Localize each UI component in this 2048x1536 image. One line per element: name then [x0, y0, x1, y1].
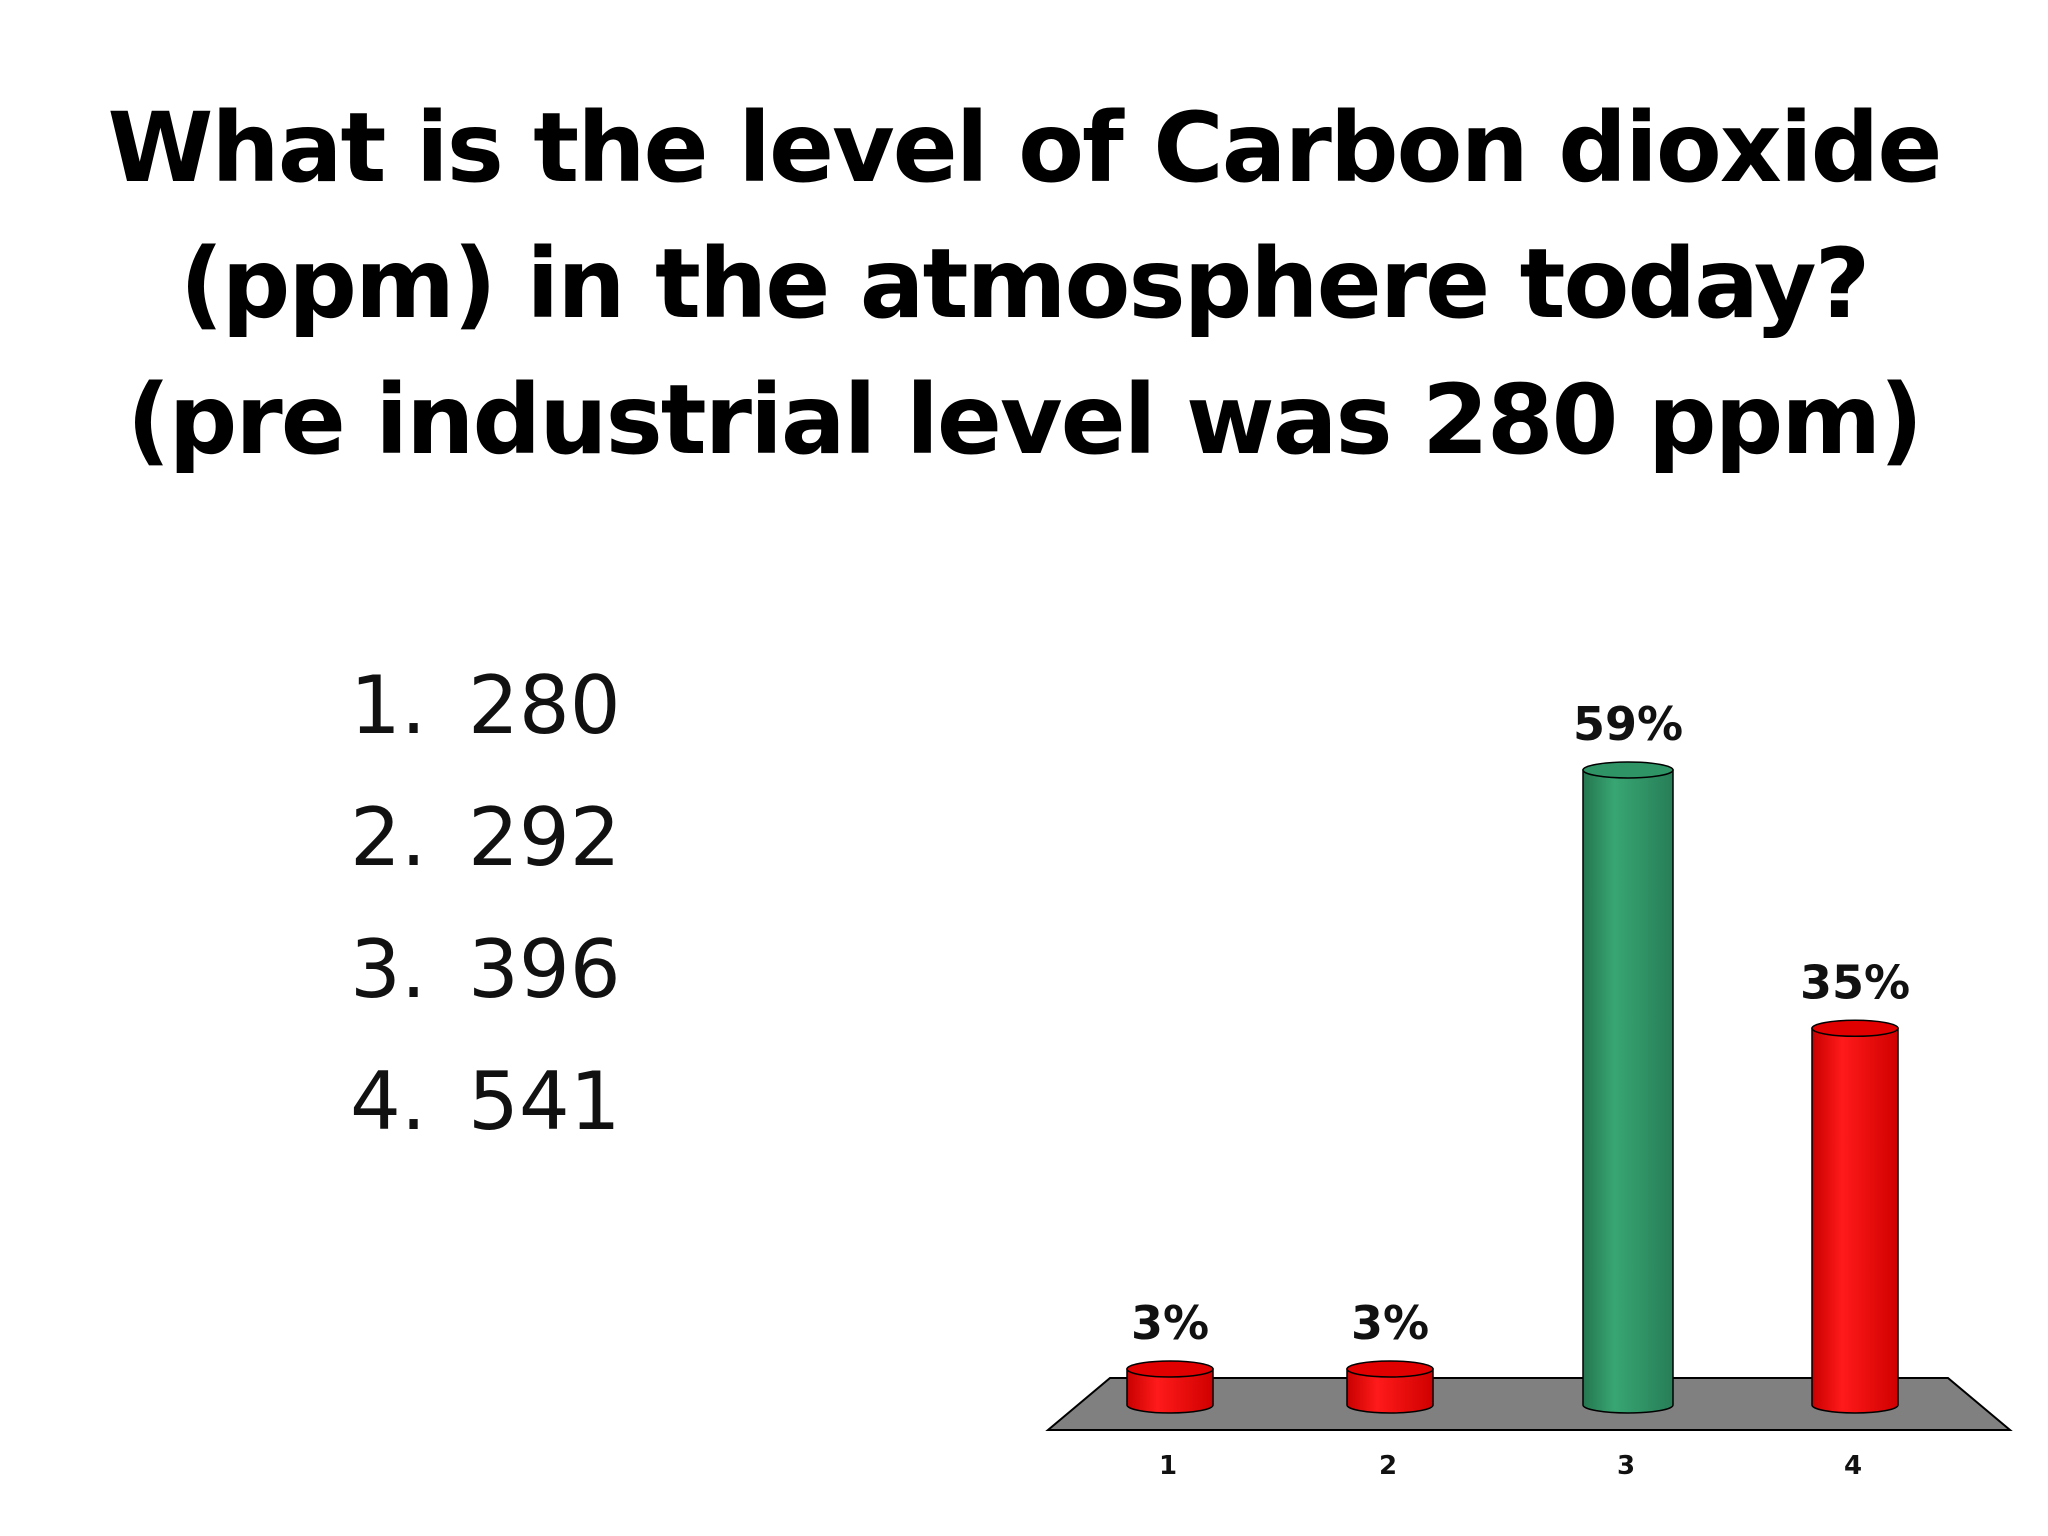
response-bar-chart: 3% 3% 59% 35% 1 2 3 4	[1020, 560, 2020, 1500]
category-label-4: 4	[1844, 1451, 1862, 1481]
title-line-2: (ppm) in the atmosphere today?	[179, 228, 1871, 340]
chart-bars	[1126, 761, 1899, 1414]
answer-number: 3.	[350, 923, 427, 1016]
chart-svg: 3% 3% 59% 35% 1 2 3 4	[1045, 697, 2013, 1481]
answer-value: 396	[468, 923, 621, 1016]
value-label-2: 3%	[1351, 1296, 1429, 1350]
answer-item: 1. 280	[350, 640, 621, 772]
bar-body	[1811, 1027, 1899, 1414]
bar-cap	[1126, 1360, 1214, 1378]
answer-item: 4. 541	[350, 1036, 621, 1168]
bar-cap	[1346, 1360, 1434, 1378]
answer-value: 280	[468, 659, 621, 752]
answer-item: 2. 292	[350, 772, 621, 904]
answer-list: 1. 280 2. 292 3. 396 4. 541	[350, 640, 621, 1168]
bar-cap	[1582, 761, 1674, 779]
category-label-3: 3	[1617, 1451, 1635, 1481]
answer-value: 292	[468, 791, 621, 884]
category-label-2: 2	[1379, 1451, 1397, 1481]
answer-number: 4.	[350, 1055, 427, 1148]
value-label-4: 35%	[1800, 955, 1910, 1009]
bar-3	[1582, 761, 1674, 1414]
value-label-3: 59%	[1573, 697, 1683, 751]
bar-cap	[1811, 1019, 1899, 1038]
title-line-1: What is the level of Carbon dioxide	[107, 92, 1943, 204]
category-label-1: 1	[1159, 1451, 1177, 1481]
answer-number: 2.	[350, 791, 427, 884]
bar-body	[1582, 769, 1674, 1414]
answer-item: 3. 396	[350, 904, 621, 1036]
bar-2	[1346, 1360, 1434, 1414]
answer-number: 1.	[350, 659, 427, 752]
bar-body	[1126, 1368, 1214, 1414]
bar-1	[1126, 1360, 1214, 1414]
answer-value: 541	[468, 1055, 621, 1148]
bar-body	[1346, 1368, 1434, 1414]
title-line-3: (pre industrial level was 280 ppm)	[126, 364, 1923, 476]
slide-title: What is the level of Carbon dioxide (ppm…	[0, 80, 2048, 488]
bar-4	[1811, 1019, 1899, 1414]
chart-category-labels: 1 2 3 4	[1159, 1451, 1862, 1481]
chart-value-labels: 3% 3% 59% 35%	[1131, 697, 1910, 1350]
value-label-1: 3%	[1131, 1296, 1209, 1350]
